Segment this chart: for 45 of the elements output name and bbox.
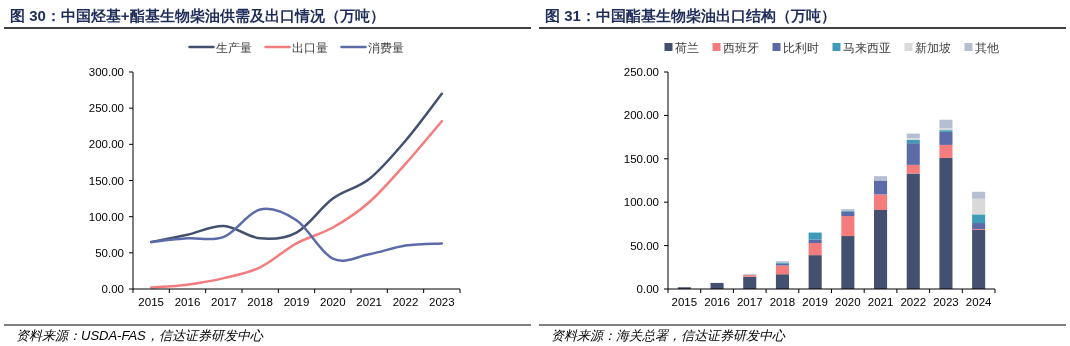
x-tick-label: 2016 <box>174 296 201 308</box>
x-tick-label: 2021 <box>356 296 382 308</box>
x-tick-label: 2019 <box>802 296 828 308</box>
y-tick-label: 300.00 <box>88 66 124 78</box>
y-tick-label: 50.00 <box>630 239 659 252</box>
x-tick-label: 2017 <box>736 296 763 308</box>
x-tick-label: 2017 <box>211 296 237 308</box>
y-tick-label: 150.00 <box>88 174 124 187</box>
legend-label: 其他 <box>974 40 999 55</box>
legend-label: 马来西亚 <box>842 40 891 55</box>
legend-label: 新加坡 <box>914 40 951 55</box>
y-tick-label: 250.00 <box>88 102 124 115</box>
x-tick-label: 2020 <box>835 296 861 308</box>
x-tick-label: 2016 <box>704 296 730 308</box>
x-tick-label: 2023 <box>429 296 455 308</box>
x-tick-label: 2024 <box>965 296 993 308</box>
text: 资料来源：海关总署，信达证券研发中心 <box>551 328 786 343</box>
y-tick-label: 100.00 <box>623 196 659 209</box>
x-tick-label: 2022 <box>392 296 419 308</box>
y-tick-label: 50.00 <box>95 246 124 259</box>
legend-label: 荷兰 <box>674 40 699 55</box>
y-tick-label: 0.00 <box>636 283 659 295</box>
legend-label: 西班牙 <box>722 40 759 55</box>
x-tick-label: 2020 <box>320 296 346 308</box>
legend-label: 生产量 <box>215 40 252 55</box>
x-tick-label: 2021 <box>867 296 894 308</box>
y-tick-label: 100.00 <box>88 210 124 223</box>
legend-label: 出口量 <box>291 40 328 55</box>
y-tick-label: 0.00 <box>101 283 124 295</box>
y-tick-label: 200.00 <box>88 138 124 151</box>
x-tick-label: 2019 <box>283 296 310 308</box>
y-tick-label: 150.00 <box>623 152 659 165</box>
x-tick-label: 2022 <box>900 296 927 308</box>
x-tick-label: 2018 <box>247 296 273 308</box>
text: 资料来源：USDA-FAS，信达证券研发中心 <box>16 328 264 343</box>
legend-label: 比利时 <box>782 40 819 55</box>
x-tick-label: 2015 <box>671 296 698 308</box>
x-tick-label: 2015 <box>138 296 164 308</box>
x-tick-label: 2018 <box>769 296 796 308</box>
y-tick-label: 250.00 <box>623 66 659 78</box>
y-tick-label: 200.00 <box>623 109 659 122</box>
legend-label: 消费量 <box>367 40 404 55</box>
x-tick-label: 2023 <box>933 296 959 308</box>
chart-title: 图 30：中国烃基+酯基生物柴油供需及出口情况（万吨） <box>10 7 385 24</box>
chart-title: 图 31：中国酯基生物柴油出口结构（万吨） <box>545 7 836 24</box>
